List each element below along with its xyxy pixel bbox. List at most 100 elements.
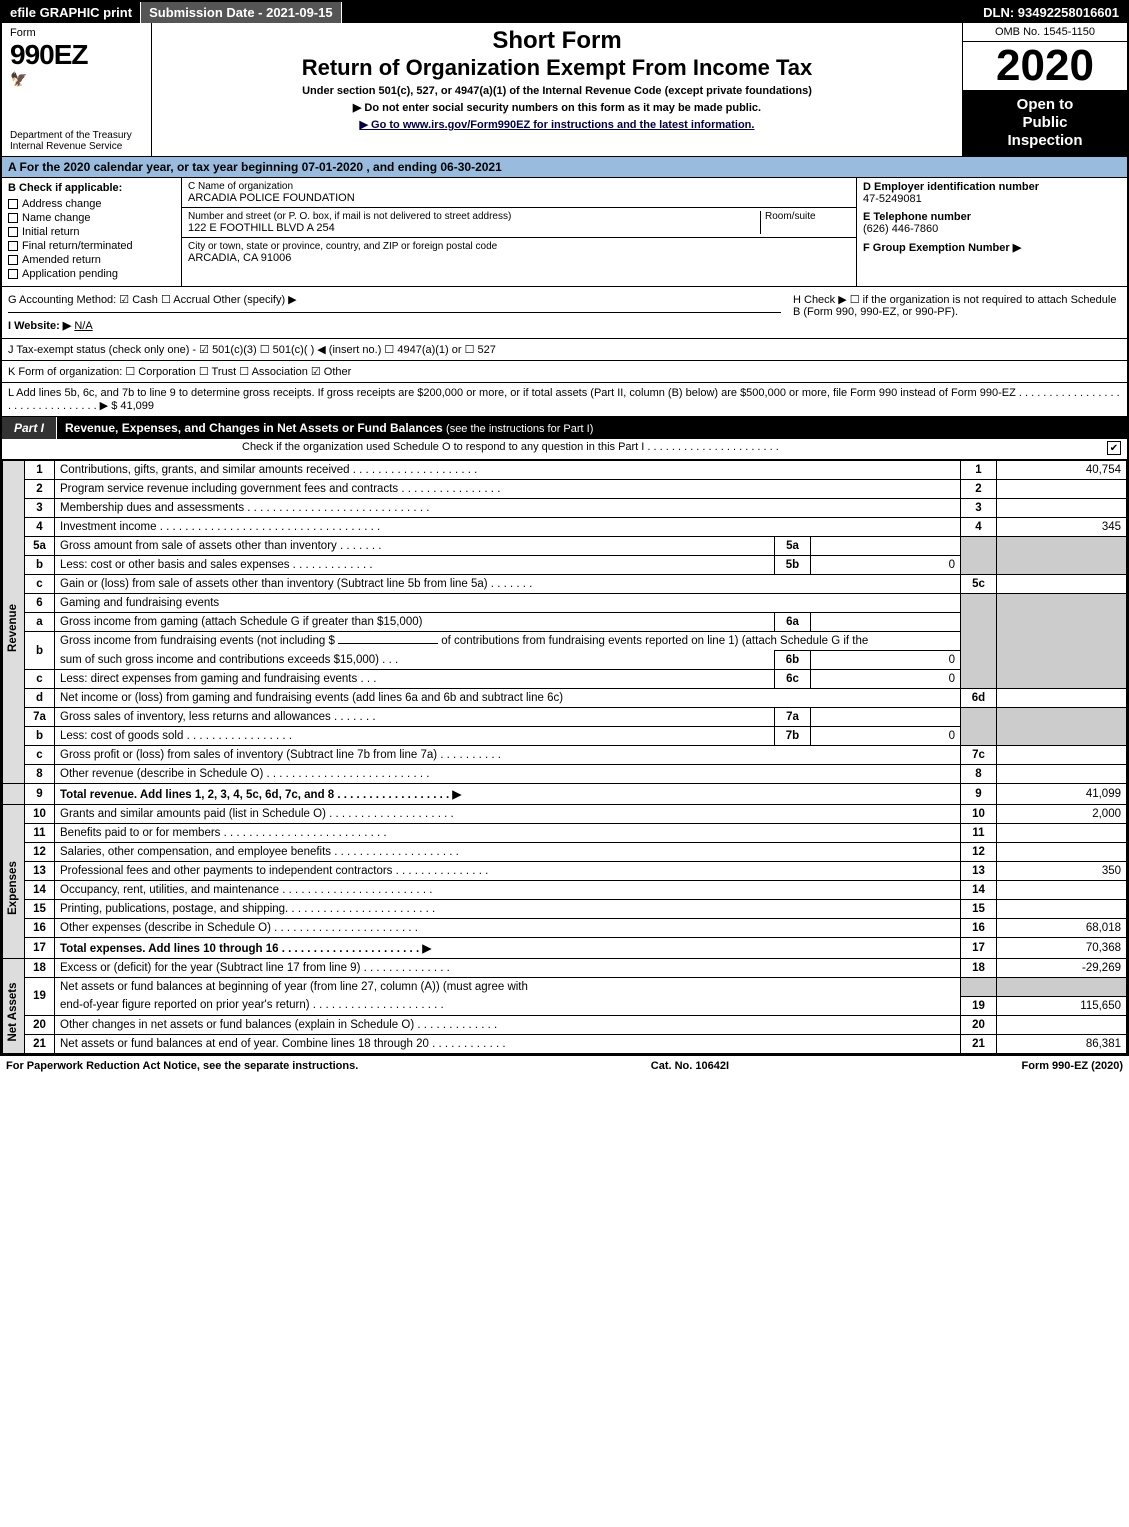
line-13-desc: Professional fees and other payments to …	[55, 862, 961, 881]
room-suite-label: Room/suite	[765, 211, 850, 222]
form-edition: Form 990-EZ (2020)	[1022, 1060, 1123, 1072]
line-21-value: 86,381	[997, 1034, 1127, 1053]
line-18-value: -29,269	[997, 959, 1127, 978]
do-not-enter-note: ▶ Do not enter social security numbers o…	[160, 101, 954, 114]
line-14-desc: Occupancy, rent, utilities, and maintena…	[55, 881, 961, 900]
line-7b-desc: Less: cost of goods sold . . . . . . . .…	[55, 727, 775, 746]
line-a-tax-year: A For the 2020 calendar year, or tax yea…	[2, 157, 1127, 178]
part-1-table: Revenue 1 Contributions, gifts, grants, …	[2, 460, 1127, 1054]
org-name-label: C Name of organization	[188, 181, 850, 192]
line-9-value: 41,099	[997, 784, 1127, 805]
line-6-desc: Gaming and fundraising events	[55, 594, 961, 613]
line-k-org-form: K Form of organization: ☐ Corporation ☐ …	[2, 361, 1127, 383]
line-19-desc-1: Net assets or fund balances at beginning…	[55, 978, 961, 997]
catalog-number: Cat. No. 10642I	[651, 1060, 729, 1072]
line-21-desc: Net assets or fund balances at end of ye…	[55, 1034, 961, 1053]
form-header: Form 990EZ 🦅 Department of the Treasury …	[2, 23, 1127, 157]
checkbox-amended-return[interactable]	[8, 255, 18, 265]
line-16-value: 68,018	[997, 919, 1127, 938]
street-label: Number and street (or P. O. box, if mail…	[188, 211, 760, 222]
part-1-label: Part I	[2, 417, 57, 439]
treasury-seal-icon: 🦅	[10, 71, 27, 87]
line-20-desc: Other changes in net assets or fund bala…	[55, 1015, 961, 1034]
line-13-value: 350	[997, 862, 1127, 881]
irs-label: Internal Revenue Service	[10, 141, 122, 152]
line-15-desc: Printing, publications, postage, and shi…	[55, 900, 961, 919]
top-bar: efile GRAPHIC print Submission Date - 20…	[2, 2, 1127, 23]
line-12-desc: Salaries, other compensation, and employ…	[55, 843, 961, 862]
city-label: City or town, state or province, country…	[188, 241, 850, 252]
org-info-block: B Check if applicable: Address change Na…	[2, 178, 1127, 287]
line-6c-desc: Less: direct expenses from gaming and fu…	[55, 670, 775, 689]
form-container: efile GRAPHIC print Submission Date - 20…	[0, 0, 1129, 1056]
lines-g-h: G Accounting Method: ☑ Cash ☐ Accrual Ot…	[2, 287, 1127, 339]
net-assets-section-label: Net Assets	[7, 982, 19, 1042]
line-5c-desc: Gain or (loss) from sale of assets other…	[55, 575, 961, 594]
submission-date: Submission Date - 2021-09-15	[141, 2, 342, 23]
box-d-e-f: D Employer identification number 47-5249…	[857, 178, 1127, 286]
line-17-value: 70,368	[997, 938, 1127, 959]
checkbox-initial-return[interactable]	[8, 227, 18, 237]
open-public-badge: Open to Public Inspection	[963, 90, 1127, 156]
line-4-value: 345	[997, 518, 1127, 537]
line-18-desc: Excess or (deficit) for the year (Subtra…	[55, 959, 961, 978]
line-5b-desc: Less: cost or other basis and sales expe…	[55, 556, 775, 575]
line-g-accounting: G Accounting Method: ☑ Cash ☐ Accrual Ot…	[8, 293, 781, 313]
checkbox-application-pending[interactable]	[8, 269, 18, 279]
line-1-desc: Contributions, gifts, grants, and simila…	[55, 461, 961, 480]
paperwork-notice: For Paperwork Reduction Act Notice, see …	[6, 1060, 358, 1072]
telephone-value: (626) 446-7860	[863, 223, 1121, 235]
line-16-desc: Other expenses (describe in Schedule O) …	[55, 919, 961, 938]
ein-value: 47-5249081	[863, 193, 1121, 205]
box-b-title: B Check if applicable:	[8, 182, 175, 194]
checkbox-address-change[interactable]	[8, 199, 18, 209]
line-i-website: I Website: ▶ N/A	[8, 319, 781, 332]
line-5a-desc: Gross amount from sale of assets other t…	[55, 537, 775, 556]
line-j-tax-exempt: J Tax-exempt status (check only one) - ☑…	[2, 339, 1127, 361]
group-exemption-label: F Group Exemption Number ▶	[863, 241, 1121, 254]
goto-link[interactable]: ▶ Go to www.irs.gov/Form990EZ for instru…	[360, 119, 755, 131]
dln-number: DLN: 93492258016601	[975, 2, 1127, 23]
checkbox-final-return[interactable]	[8, 241, 18, 251]
line-10-value: 2,000	[997, 805, 1127, 824]
line-11-desc: Benefits paid to or for members . . . . …	[55, 824, 961, 843]
box-c-org-address: C Name of organization ARCADIA POLICE FO…	[182, 178, 857, 286]
line-4-desc: Investment income . . . . . . . . . . . …	[55, 518, 961, 537]
form-number: 990EZ	[10, 39, 143, 71]
line-1-value: 40,754	[997, 461, 1127, 480]
line-7a-desc: Gross sales of inventory, less returns a…	[55, 708, 775, 727]
ein-label: D Employer identification number	[863, 181, 1121, 193]
line-7c-desc: Gross profit or (loss) from sales of inv…	[55, 746, 961, 765]
department-label: Department of the Treasury	[10, 130, 132, 141]
checkbox-name-change[interactable]	[8, 213, 18, 223]
line-2-desc: Program service revenue including govern…	[55, 480, 961, 499]
line-3-desc: Membership dues and assessments . . . . …	[55, 499, 961, 518]
org-name: ARCADIA POLICE FOUNDATION	[188, 192, 850, 204]
revenue-section-label: Revenue	[7, 598, 19, 658]
form-word: Form	[10, 27, 143, 39]
line-6b-desc: Gross income from fundraising events (no…	[55, 632, 961, 651]
street-address: 122 E FOOTHILL BLVD A 254	[188, 222, 760, 234]
line-h-schedule-b: H Check ▶ ☐ if the organization is not r…	[787, 287, 1127, 338]
line-6d-desc: Net income or (loss) from gaming and fun…	[55, 689, 961, 708]
short-form-title: Short Form	[160, 27, 954, 55]
expenses-section-label: Expenses	[7, 858, 19, 918]
line-19-desc-2: end-of-year figure reported on prior yea…	[55, 996, 961, 1015]
telephone-label: E Telephone number	[863, 211, 1121, 223]
line-6a-desc: Gross income from gaming (attach Schedul…	[55, 613, 775, 632]
page-footer: For Paperwork Reduction Act Notice, see …	[0, 1056, 1129, 1076]
return-title: Return of Organization Exempt From Incom…	[160, 55, 954, 81]
efile-print[interactable]: efile GRAPHIC print	[2, 2, 141, 23]
part-1-title: Revenue, Expenses, and Changes in Net As…	[57, 417, 1127, 439]
omb-number: OMB No. 1545-1150	[963, 23, 1127, 42]
line-8-desc: Other revenue (describe in Schedule O) .…	[55, 765, 961, 784]
box-b-checkboxes: B Check if applicable: Address change Na…	[2, 178, 182, 286]
line-17-desc: Total expenses. Add lines 10 through 16 …	[55, 938, 961, 959]
line-9-desc: Total revenue. Add lines 1, 2, 3, 4, 5c,…	[55, 784, 961, 805]
part-1-header: Part I Revenue, Expenses, and Changes in…	[2, 417, 1127, 439]
schedule-o-checkbox[interactable]: ✔	[1107, 441, 1121, 455]
under-section: Under section 501(c), 527, or 4947(a)(1)…	[160, 85, 954, 97]
line-l-gross-receipts: L Add lines 5b, 6c, and 7b to line 9 to …	[2, 383, 1127, 417]
city-state-zip: ARCADIA, CA 91006	[188, 252, 850, 264]
line-1-num: 1	[25, 461, 55, 480]
